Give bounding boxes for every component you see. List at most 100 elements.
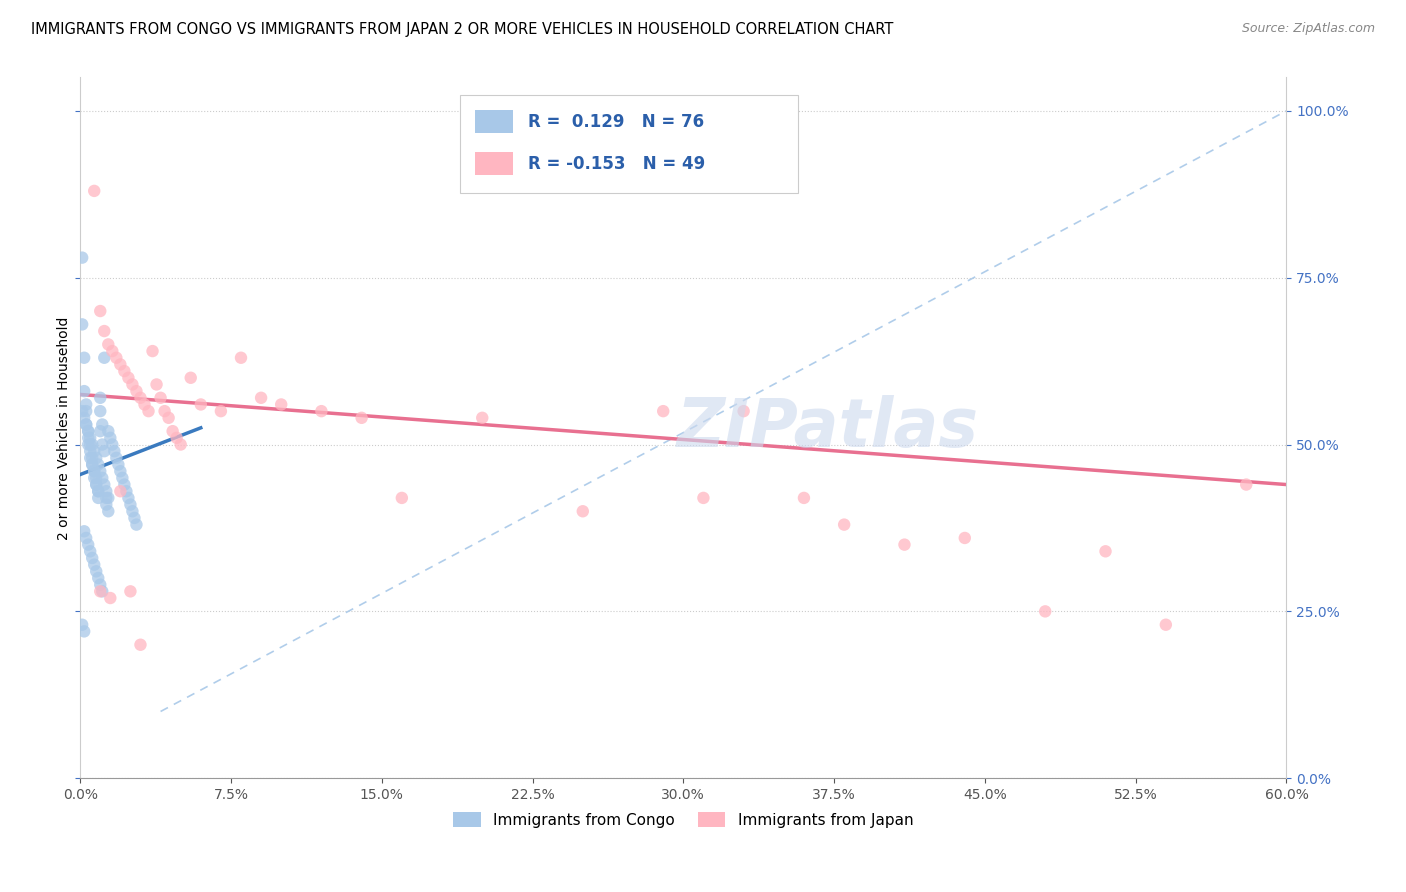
Point — [391, 491, 413, 505]
Point — [87, 484, 110, 499]
Point — [91, 437, 114, 451]
Point — [83, 558, 105, 572]
Text: R =  0.129   N = 76: R = 0.129 N = 76 — [527, 112, 704, 130]
Point — [89, 577, 111, 591]
Point — [84, 477, 107, 491]
Point — [87, 571, 110, 585]
Point — [75, 417, 97, 432]
Point — [98, 591, 121, 605]
Point — [1033, 604, 1056, 618]
Point — [79, 450, 101, 465]
Point — [129, 638, 152, 652]
Point — [120, 584, 142, 599]
Point — [96, 484, 118, 499]
Point — [652, 404, 675, 418]
Point — [893, 538, 915, 552]
Point — [124, 511, 146, 525]
Point — [110, 358, 132, 372]
Point — [112, 364, 135, 378]
Point — [98, 431, 121, 445]
Point — [103, 444, 125, 458]
Point — [471, 410, 494, 425]
Point — [73, 410, 96, 425]
Point — [115, 484, 138, 499]
Point — [120, 498, 142, 512]
Y-axis label: 2 or more Vehicles in Household: 2 or more Vehicles in Household — [58, 316, 72, 540]
Point — [91, 584, 114, 599]
Point — [145, 377, 167, 392]
Point — [82, 458, 104, 472]
Point — [162, 424, 184, 438]
Point — [141, 344, 163, 359]
Point — [87, 458, 110, 472]
Point — [117, 491, 139, 505]
Point — [84, 471, 107, 485]
Point — [75, 417, 97, 432]
Point — [125, 517, 148, 532]
Point — [87, 484, 110, 499]
Point — [180, 371, 202, 385]
Point — [70, 404, 93, 418]
Point — [97, 491, 120, 505]
Point — [79, 437, 101, 451]
Point — [73, 524, 96, 539]
Point — [84, 477, 107, 491]
Point — [121, 504, 143, 518]
Point — [82, 551, 104, 566]
Point — [82, 458, 104, 472]
Point — [75, 397, 97, 411]
Point — [149, 391, 172, 405]
Point — [82, 450, 104, 465]
Point — [97, 424, 120, 438]
Point — [125, 384, 148, 398]
Point — [112, 477, 135, 491]
Point — [250, 391, 273, 405]
Point — [101, 437, 124, 451]
Point — [83, 184, 105, 198]
Point — [83, 471, 105, 485]
Point — [229, 351, 252, 365]
Point — [110, 464, 132, 478]
Point — [77, 538, 100, 552]
Point — [73, 624, 96, 639]
Point — [209, 404, 232, 418]
Point — [79, 544, 101, 558]
Point — [311, 404, 333, 418]
Point — [87, 491, 110, 505]
Text: IMMIGRANTS FROM CONGO VS IMMIGRANTS FROM JAPAN 2 OR MORE VEHICLES IN HOUSEHOLD C: IMMIGRANTS FROM CONGO VS IMMIGRANTS FROM… — [31, 22, 893, 37]
Point — [121, 377, 143, 392]
Point — [70, 318, 93, 332]
Point — [97, 337, 120, 351]
Point — [138, 404, 160, 418]
Point — [129, 391, 152, 405]
Point — [93, 324, 115, 338]
Point — [70, 251, 93, 265]
Point — [89, 404, 111, 418]
Point — [79, 444, 101, 458]
Point — [190, 397, 212, 411]
Point — [1154, 617, 1177, 632]
Point — [1234, 477, 1257, 491]
Point — [77, 424, 100, 438]
Point — [692, 491, 714, 505]
Point — [107, 458, 129, 472]
Point — [89, 424, 111, 438]
Point — [793, 491, 815, 505]
FancyBboxPatch shape — [460, 95, 799, 193]
Point — [97, 504, 120, 518]
Point — [79, 431, 101, 445]
Point — [93, 444, 115, 458]
Point — [93, 351, 115, 365]
Point — [83, 444, 105, 458]
Point — [89, 391, 111, 405]
Point — [111, 471, 134, 485]
Point — [77, 424, 100, 438]
Point — [1094, 544, 1116, 558]
Point — [166, 431, 188, 445]
Text: R = -0.153   N = 49: R = -0.153 N = 49 — [527, 154, 704, 173]
FancyBboxPatch shape — [475, 153, 513, 175]
Point — [110, 484, 132, 499]
Point — [153, 404, 176, 418]
Point — [84, 450, 107, 465]
Point — [82, 437, 104, 451]
